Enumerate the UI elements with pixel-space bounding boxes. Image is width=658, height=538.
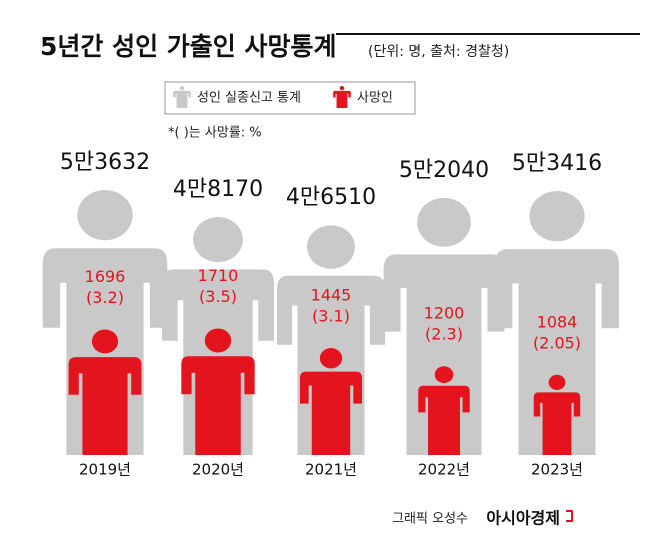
value-label: 5만2040 [399, 158, 489, 183]
publisher: 아시아경제 [486, 509, 560, 528]
death-figure [533, 374, 581, 455]
missing-figure [383, 197, 505, 456]
death-figure [68, 329, 142, 455]
rate-label: (3.2) [86, 288, 124, 307]
chart-subtitle: (단위: 명, 출처: 경찰청) [368, 44, 509, 60]
x-tick-label: 2021년 [305, 461, 357, 479]
rate-label: (3.5) [199, 287, 237, 306]
death-label: 1696 [85, 267, 126, 286]
death-label: 1445 [311, 286, 352, 305]
missing-figure [494, 191, 620, 455]
value-label: 5만3632 [60, 150, 150, 175]
death-figure [299, 348, 363, 455]
rate-label: (2.3) [425, 325, 463, 344]
credit: 그래픽 오성수 [392, 512, 468, 527]
death-figure [418, 366, 470, 455]
legend-box [164, 81, 416, 115]
legend-label: 사망인 [357, 91, 393, 106]
chart-title: 5년간 성인 가출인 사망통계 [40, 32, 337, 61]
legend-label: 성인 실종신고 통계 [197, 91, 301, 106]
x-tick-label: 2022년 [418, 461, 470, 479]
legend-swatch [333, 85, 351, 108]
death-label: 1084 [537, 312, 578, 331]
death-label: 1710 [198, 266, 239, 285]
value-label: 4만8170 [173, 177, 263, 202]
rate-label: (2.05) [533, 333, 581, 352]
death-figure [181, 328, 255, 455]
legend-swatch [173, 85, 191, 108]
death-label: 1200 [424, 304, 465, 323]
rate-label: (3.1) [312, 307, 350, 326]
x-tick-label: 2020년 [192, 461, 244, 479]
value-label: 5만3416 [512, 151, 602, 176]
x-tick-label: 2019년 [79, 461, 131, 479]
note: *( )는 사망률: % [168, 126, 262, 141]
value-label: 4만6510 [286, 185, 376, 210]
x-tick-label: 2023년 [531, 461, 583, 479]
publisher-mark [566, 510, 573, 522]
